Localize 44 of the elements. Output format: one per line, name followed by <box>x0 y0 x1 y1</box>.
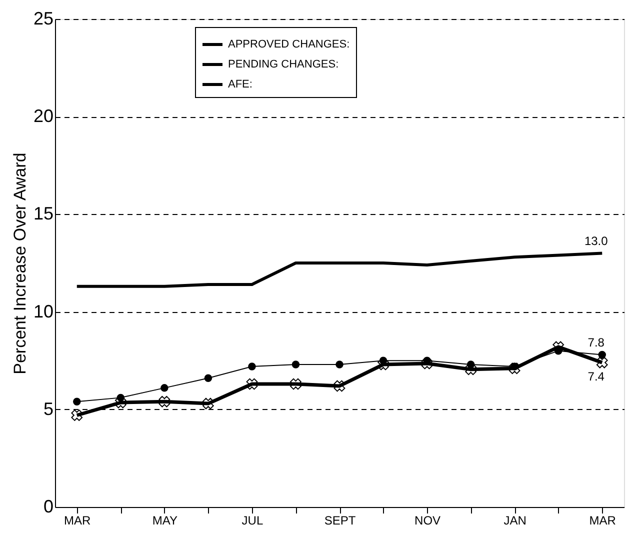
point <box>248 362 256 370</box>
point <box>158 396 170 408</box>
point <box>465 364 476 376</box>
point <box>114 396 126 408</box>
point <box>73 398 81 406</box>
point <box>204 374 212 382</box>
x-tick-label: JUL <box>242 514 264 528</box>
data-label: 7.4 <box>588 370 605 384</box>
point <box>334 380 346 392</box>
point <box>336 360 344 368</box>
x-tick-label: JAN <box>504 514 526 528</box>
point <box>379 356 388 364</box>
point <box>116 394 125 402</box>
x-tick-label: NOV <box>414 514 441 528</box>
x-tick-label: MAR <box>589 514 616 528</box>
y-axis-title: Percent Increase Over Award <box>10 152 30 374</box>
y-tick-label: 25 <box>33 8 54 28</box>
point <box>421 358 433 370</box>
point <box>596 356 608 368</box>
y-tick-label: 20 <box>33 106 54 126</box>
point <box>290 378 302 390</box>
point <box>552 341 564 353</box>
data-label: 13.0 <box>584 234 608 248</box>
line-series <box>75 252 604 288</box>
data-label: 7.8 <box>588 336 605 350</box>
y-tick-label: 0 <box>43 496 54 516</box>
point <box>292 360 300 368</box>
point <box>466 360 475 368</box>
point <box>246 378 258 390</box>
y-tick-label: 5 <box>43 398 54 419</box>
point <box>202 398 214 410</box>
point <box>160 384 168 392</box>
point <box>598 350 606 359</box>
x-tick-label: MAY <box>152 514 178 528</box>
legend-label: APPROVED CHANGES: <box>228 38 350 50</box>
legend-label: AFE: <box>228 78 252 90</box>
y-tick-label: 10 <box>33 301 54 322</box>
y-tick-label: 15 <box>33 204 54 224</box>
legend-label: PENDING CHANGES: <box>228 58 339 70</box>
point <box>508 362 520 374</box>
point <box>71 410 83 421</box>
x-tick-label: MAR <box>64 514 92 528</box>
point <box>378 358 389 370</box>
x-tick-label: SEPT <box>324 514 356 528</box>
